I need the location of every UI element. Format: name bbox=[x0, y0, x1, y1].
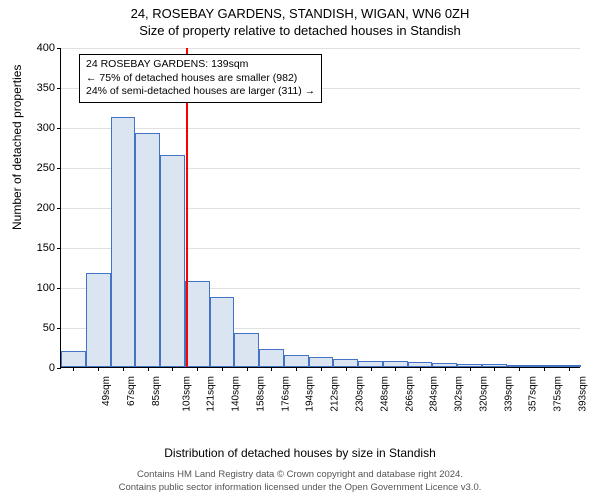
xtick-mark bbox=[445, 367, 446, 371]
xtick-label: 266sqm bbox=[404, 376, 415, 412]
xtick-mark bbox=[73, 367, 74, 371]
chart-title-sub: Size of property relative to detached ho… bbox=[0, 21, 600, 38]
xtick-label: 121sqm bbox=[206, 376, 217, 412]
xtick-mark bbox=[197, 367, 198, 371]
histogram-bar bbox=[309, 357, 334, 367]
xtick-mark bbox=[494, 367, 495, 371]
histogram-bar bbox=[111, 117, 136, 367]
annotation-line3: 24% of semi-detached houses are larger (… bbox=[86, 85, 315, 99]
xtick-label: 103sqm bbox=[181, 376, 192, 412]
xtick-label: 49sqm bbox=[101, 376, 112, 406]
ytick-mark bbox=[57, 328, 61, 329]
ytick-label: 400 bbox=[37, 42, 55, 54]
ytick-label: 300 bbox=[37, 122, 55, 134]
xtick-mark bbox=[544, 367, 545, 371]
xtick-label: 85sqm bbox=[151, 376, 162, 406]
ytick-label: 350 bbox=[37, 82, 55, 94]
ytick-mark bbox=[57, 368, 61, 369]
histogram-bar bbox=[234, 333, 259, 367]
xtick-mark bbox=[420, 367, 421, 371]
histogram-bar bbox=[185, 281, 210, 367]
xtick-mark bbox=[470, 367, 471, 371]
histogram-bar bbox=[86, 273, 111, 367]
footnote-line2: Contains public sector information licen… bbox=[0, 482, 600, 494]
xtick-label: 357sqm bbox=[528, 376, 539, 412]
chart-title-main: 24, ROSEBAY GARDENS, STANDISH, WIGAN, WN… bbox=[0, 0, 600, 21]
xtick-mark bbox=[222, 367, 223, 371]
xtick-label: 212sqm bbox=[330, 376, 341, 412]
annotation-line1: 24 ROSEBAY GARDENS: 139sqm bbox=[86, 58, 315, 72]
xtick-label: 302sqm bbox=[454, 376, 465, 412]
plot-area: 05010015020025030035040049sqm67sqm85sqm1… bbox=[60, 48, 580, 368]
xtick-label: 320sqm bbox=[478, 376, 489, 412]
ytick-mark bbox=[57, 208, 61, 209]
xtick-mark bbox=[519, 367, 520, 371]
annotation-line2: ← 75% of detached houses are smaller (98… bbox=[86, 72, 315, 86]
footnote: Contains HM Land Registry data © Crown c… bbox=[0, 469, 600, 494]
xtick-mark bbox=[296, 367, 297, 371]
histogram-bar bbox=[284, 355, 309, 367]
xtick-label: 140sqm bbox=[231, 376, 242, 412]
xtick-mark bbox=[371, 367, 372, 371]
histogram-bar bbox=[61, 351, 86, 367]
grid-line bbox=[61, 128, 580, 129]
xtick-mark bbox=[247, 367, 248, 371]
ytick-label: 200 bbox=[37, 202, 55, 214]
ytick-label: 50 bbox=[43, 322, 55, 334]
xtick-label: 375sqm bbox=[553, 376, 564, 412]
xtick-label: 176sqm bbox=[280, 376, 291, 412]
xtick-mark bbox=[346, 367, 347, 371]
xtick-mark bbox=[172, 367, 173, 371]
xtick-label: 230sqm bbox=[355, 376, 366, 412]
xtick-label: 284sqm bbox=[429, 376, 440, 412]
xtick-label: 393sqm bbox=[577, 376, 588, 412]
xtick-label: 194sqm bbox=[305, 376, 316, 412]
histogram-bar bbox=[135, 133, 160, 367]
ytick-label: 150 bbox=[37, 242, 55, 254]
x-axis-label: Distribution of detached houses by size … bbox=[0, 446, 600, 460]
xtick-label: 158sqm bbox=[256, 376, 267, 412]
xtick-label: 67sqm bbox=[126, 376, 137, 406]
ytick-mark bbox=[57, 88, 61, 89]
xtick-label: 339sqm bbox=[503, 376, 514, 412]
ytick-label: 250 bbox=[37, 162, 55, 174]
xtick-mark bbox=[395, 367, 396, 371]
ytick-mark bbox=[57, 128, 61, 129]
xtick-mark bbox=[148, 367, 149, 371]
xtick-mark bbox=[321, 367, 322, 371]
ytick-mark bbox=[57, 288, 61, 289]
xtick-mark bbox=[271, 367, 272, 371]
histogram-bar bbox=[333, 359, 358, 367]
grid-line bbox=[61, 48, 580, 49]
ytick-mark bbox=[57, 248, 61, 249]
histogram-bar bbox=[160, 155, 185, 367]
y-axis-label: Number of detached properties bbox=[10, 65, 24, 230]
histogram-bar bbox=[210, 297, 235, 367]
xtick-mark bbox=[123, 367, 124, 371]
xtick-mark bbox=[98, 367, 99, 371]
ytick-mark bbox=[57, 168, 61, 169]
annotation-box: 24 ROSEBAY GARDENS: 139sqm← 75% of detac… bbox=[79, 54, 322, 103]
ytick-mark bbox=[57, 48, 61, 49]
ytick-label: 0 bbox=[49, 362, 55, 374]
xtick-mark bbox=[569, 367, 570, 371]
histogram-bar bbox=[259, 349, 284, 367]
chart-container: 05010015020025030035040049sqm67sqm85sqm1… bbox=[60, 48, 580, 408]
ytick-label: 100 bbox=[37, 282, 55, 294]
footnote-line1: Contains HM Land Registry data © Crown c… bbox=[0, 469, 600, 481]
xtick-label: 248sqm bbox=[379, 376, 390, 412]
